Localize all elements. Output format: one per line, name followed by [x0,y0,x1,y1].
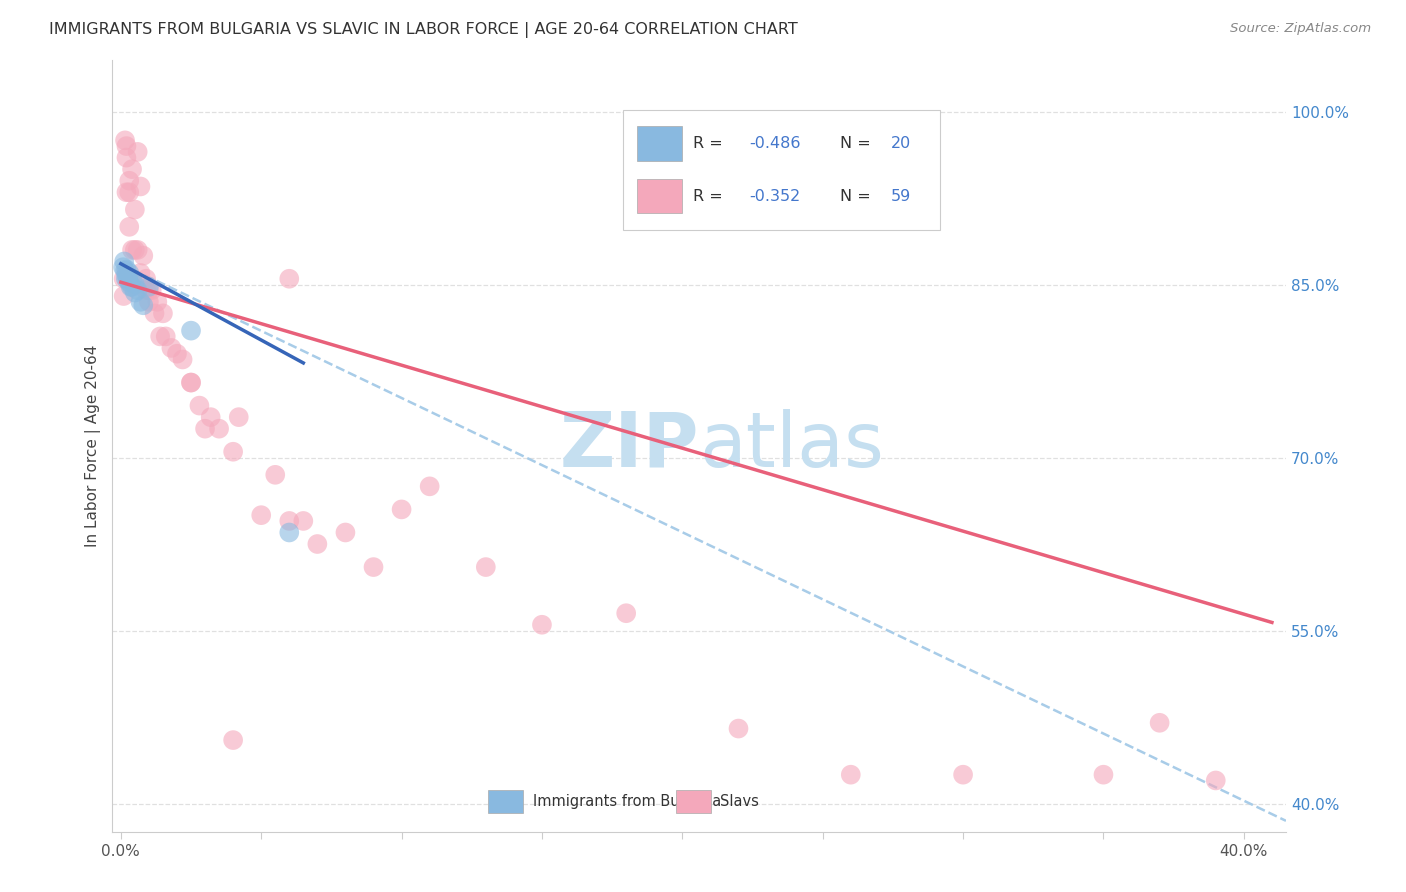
Point [117,271,139,285]
Point [121,243,143,257]
Point [138,294,160,309]
Point [419,479,441,493]
Point [115,268,138,283]
Point [391,502,413,516]
Point [180,376,202,390]
Text: IMMIGRANTS FROM BULGARIA VS SLAVIC IN LABOR FORCE | AGE 20-64 CORRELATION CHART: IMMIGRANTS FROM BULGARIA VS SLAVIC IN LA… [49,22,799,38]
Point [124,277,146,292]
Point [115,139,138,153]
Point [149,329,172,343]
Point [112,271,135,285]
Point [530,617,553,632]
Point [172,352,194,367]
Point [114,133,136,147]
Point [115,186,138,200]
Point [124,202,146,217]
Point [132,249,155,263]
Point [118,186,141,200]
Point [155,329,177,343]
Point [222,733,245,747]
Text: Source: ZipAtlas.com: Source: ZipAtlas.com [1230,22,1371,36]
Point [124,243,146,257]
Point [152,306,174,320]
Bar [488,789,523,813]
Point [129,266,152,280]
Point [127,243,149,257]
Point [118,219,141,234]
Point [132,298,155,312]
Point [194,422,217,436]
Point [250,508,273,523]
Point [839,767,862,781]
Point [278,514,301,528]
Bar [637,126,682,161]
Text: N =: N = [839,136,876,151]
Point [127,145,149,159]
Point [118,174,141,188]
Point [228,410,250,425]
Point [307,537,329,551]
Point [138,280,160,294]
Point [208,422,231,436]
Point [121,280,143,294]
Point [264,467,287,482]
Point [135,283,157,297]
Point [166,347,188,361]
Point [112,260,135,275]
Point [112,254,135,268]
Point [138,283,160,297]
Point [200,410,222,425]
Point [1205,773,1227,788]
Text: -0.352: -0.352 [749,188,801,203]
Point [160,341,183,355]
Point [146,294,169,309]
Point [118,266,141,280]
Point [278,271,301,285]
Point [1149,715,1171,730]
Point [188,399,211,413]
Point [127,283,149,297]
Point [222,444,245,458]
Point [114,263,136,277]
Text: 59: 59 [890,188,911,203]
Point [115,262,138,277]
Point [292,514,315,528]
Point [120,280,142,294]
Point [614,606,637,620]
Point [112,289,135,303]
Text: -0.486: -0.486 [749,136,801,151]
Text: 20: 20 [890,136,911,151]
Bar [637,178,682,213]
Point [141,283,163,297]
Point [118,275,141,289]
Point [143,306,166,320]
Point [727,722,749,736]
Point [278,525,301,540]
Text: R =: R = [693,136,728,151]
Point [115,271,138,285]
Point [129,179,152,194]
Point [335,525,357,540]
Point [115,151,138,165]
Y-axis label: In Labor Force | Age 20-64: In Labor Force | Age 20-64 [86,345,101,547]
FancyBboxPatch shape [623,110,939,229]
Point [124,285,146,300]
Point [1092,767,1115,781]
Text: Slavs: Slavs [720,794,759,809]
Point [121,162,143,177]
Point [952,767,974,781]
Text: ZIP: ZIP [560,409,699,483]
Point [180,324,202,338]
Text: R =: R = [693,188,728,203]
Point [363,560,385,574]
Text: Immigrants from Bulgaria: Immigrants from Bulgaria [533,794,721,809]
Point [180,376,202,390]
Point [121,271,143,285]
Bar [676,789,711,813]
Point [129,294,152,309]
Point [475,560,498,574]
Point [135,271,157,285]
Text: N =: N = [839,188,876,203]
Text: atlas: atlas [699,409,884,483]
